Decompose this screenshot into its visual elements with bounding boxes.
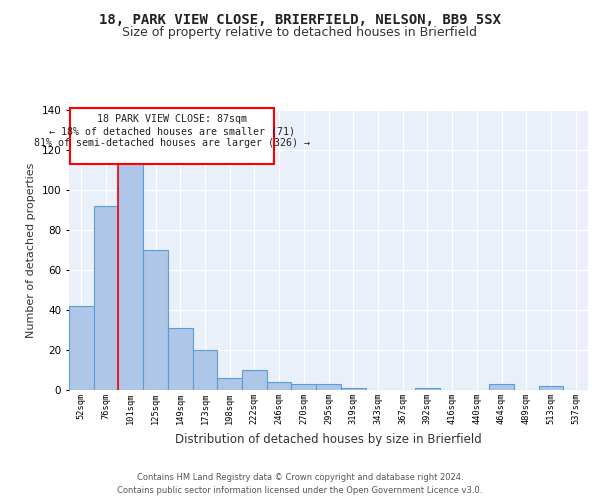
FancyBboxPatch shape bbox=[70, 108, 274, 164]
Text: 18, PARK VIEW CLOSE, BRIERFIELD, NELSON, BB9 5SX: 18, PARK VIEW CLOSE, BRIERFIELD, NELSON,… bbox=[99, 12, 501, 26]
Bar bbox=[341, 388, 365, 390]
Bar bbox=[143, 250, 168, 390]
Bar bbox=[118, 158, 143, 390]
Bar bbox=[539, 386, 563, 390]
Text: ← 18% of detached houses are smaller (71): ← 18% of detached houses are smaller (71… bbox=[49, 126, 295, 136]
Text: 81% of semi-detached houses are larger (326) →: 81% of semi-detached houses are larger (… bbox=[34, 138, 310, 148]
Bar bbox=[193, 350, 217, 390]
Bar bbox=[94, 206, 118, 390]
Bar bbox=[217, 378, 242, 390]
Text: 18 PARK VIEW CLOSE: 87sqm: 18 PARK VIEW CLOSE: 87sqm bbox=[97, 114, 247, 124]
Bar bbox=[415, 388, 440, 390]
Text: Contains public sector information licensed under the Open Government Licence v3: Contains public sector information licen… bbox=[118, 486, 482, 495]
Bar bbox=[292, 384, 316, 390]
Text: Contains HM Land Registry data © Crown copyright and database right 2024.: Contains HM Land Registry data © Crown c… bbox=[137, 472, 463, 482]
Text: Size of property relative to detached houses in Brierfield: Size of property relative to detached ho… bbox=[122, 26, 478, 39]
Bar bbox=[267, 382, 292, 390]
Bar bbox=[489, 384, 514, 390]
Bar bbox=[168, 328, 193, 390]
Y-axis label: Number of detached properties: Number of detached properties bbox=[26, 162, 36, 338]
Bar bbox=[316, 384, 341, 390]
Bar bbox=[242, 370, 267, 390]
Bar bbox=[69, 306, 94, 390]
X-axis label: Distribution of detached houses by size in Brierfield: Distribution of detached houses by size … bbox=[175, 432, 482, 446]
